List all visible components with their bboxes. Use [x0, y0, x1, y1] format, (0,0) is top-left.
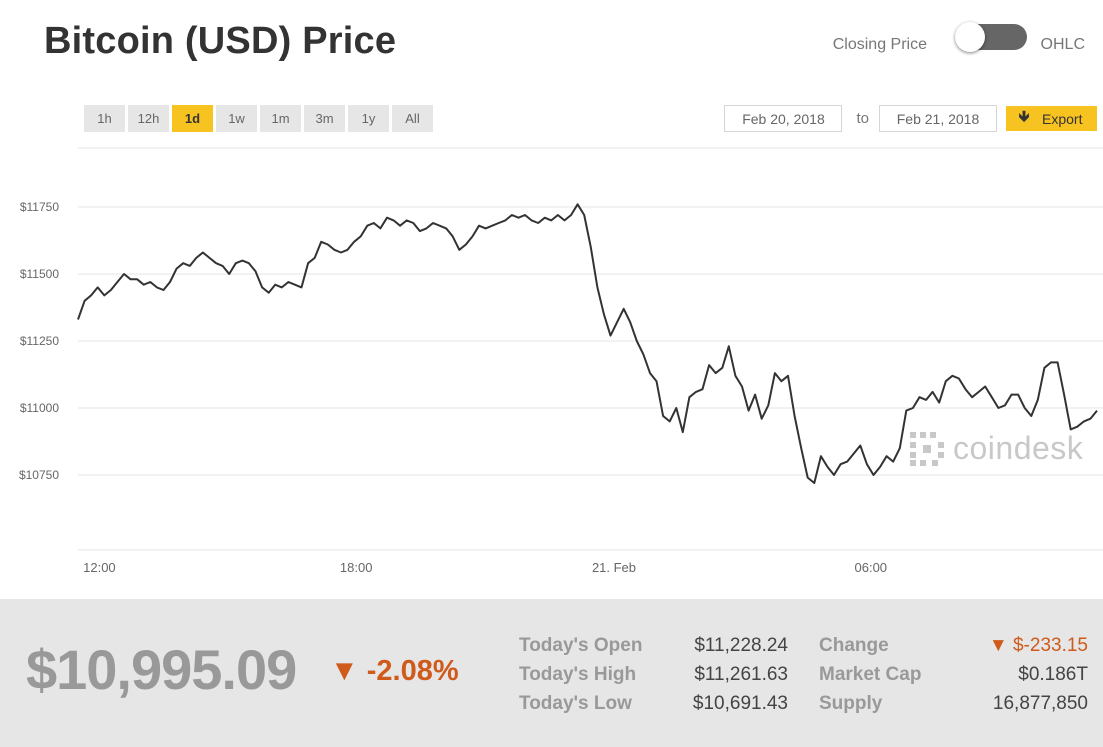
current-price: $10,995.09	[26, 638, 297, 701]
today-low-row: Today's Low $10,691.43	[519, 689, 788, 718]
range-button-1m[interactable]: 1m	[260, 105, 301, 132]
today-high-label: Today's High	[519, 663, 637, 685]
y-tick-label: $11250	[20, 334, 59, 348]
market-cap-row: Market Cap $0.186T	[819, 660, 1088, 689]
x-tick-label: 12:00	[83, 560, 116, 575]
price-chart: $10750 $11000 $11250 $11500 $11750 12:00 18:00…	[19, 147, 1103, 575]
closing-price-label: Closing Price	[832, 36, 927, 53]
supply-label: Supply	[819, 692, 883, 714]
y-tick-label: $11500	[20, 267, 59, 281]
price-change-percent: ▼ -2.08%	[330, 655, 459, 687]
range-button-1h[interactable]: 1h	[84, 105, 125, 132]
date-range-controls: to 🡻 Export	[724, 105, 1097, 132]
coindesk-logo-icon	[910, 431, 944, 466]
change-row: Change ▼ $-233.15	[819, 631, 1088, 660]
range-button-all[interactable]: All	[392, 105, 433, 132]
y-tick-label: $10750	[19, 468, 59, 482]
range-button-1d[interactable]: 1d	[172, 105, 213, 132]
today-high-row: Today's High $11,261.63	[519, 660, 788, 689]
today-high-value: $11,261.63	[694, 663, 788, 685]
page-title: Bitcoin (USD) Price	[44, 20, 397, 62]
x-tick-label: 21. Feb	[592, 560, 636, 575]
change-value: ▼ $-233.15	[988, 634, 1088, 656]
date-to-input[interactable]	[879, 105, 997, 132]
range-button-3m[interactable]: 3m	[304, 105, 345, 132]
market-stats: Change ▼ $-233.15 Market Cap $0.186T Sup…	[819, 631, 1088, 718]
watermark-text: coindesk	[953, 430, 1084, 466]
today-low-value: $10,691.43	[692, 692, 788, 714]
range-button-1y[interactable]: 1y	[348, 105, 389, 132]
ohlc-label: OHLC	[1040, 36, 1085, 53]
today-low-label: Today's Low	[519, 692, 632, 714]
price-line	[77, 203, 1098, 484]
change-label: Change	[819, 634, 889, 656]
range-button-1w[interactable]: 1w	[216, 105, 257, 132]
price-summary-panel: $10,995.09 ▼ -2.08% Today's Open $11,228…	[0, 599, 1103, 747]
y-tick-label: $11750	[20, 200, 59, 214]
download-arrow-icon: 🡻	[1018, 108, 1030, 125]
coindesk-watermark: coindesk	[909, 430, 1083, 467]
export-label: Export	[1042, 110, 1083, 127]
daily-stats: Today's Open $11,228.24 Today's High $11…	[519, 631, 788, 718]
today-open-label: Today's Open	[519, 634, 643, 656]
y-tick-label: $11000	[20, 401, 59, 415]
time-range-selector: 1h 12h 1d 1w 1m 3m 1y All	[84, 105, 433, 132]
x-tick-label: 06:00	[855, 560, 888, 575]
date-from-input[interactable]	[724, 105, 843, 132]
range-button-12h[interactable]: 12h	[128, 105, 169, 132]
export-button[interactable]: 🡻 Export	[1006, 106, 1097, 131]
chart-mode-toggle[interactable]	[955, 22, 1027, 52]
today-open-value: $11,228.24	[694, 634, 788, 656]
date-to-label: to	[856, 110, 869, 127]
today-open-row: Today's Open $11,228.24	[519, 631, 788, 660]
market-cap-label: Market Cap	[819, 663, 922, 685]
supply-value: 16,877,850	[992, 692, 1088, 714]
market-cap-value: $0.186T	[1018, 663, 1088, 685]
x-tick-label: 18:00	[340, 560, 373, 575]
supply-row: Supply 16,877,850	[819, 689, 1088, 718]
toggle-knob[interactable]	[955, 22, 985, 52]
